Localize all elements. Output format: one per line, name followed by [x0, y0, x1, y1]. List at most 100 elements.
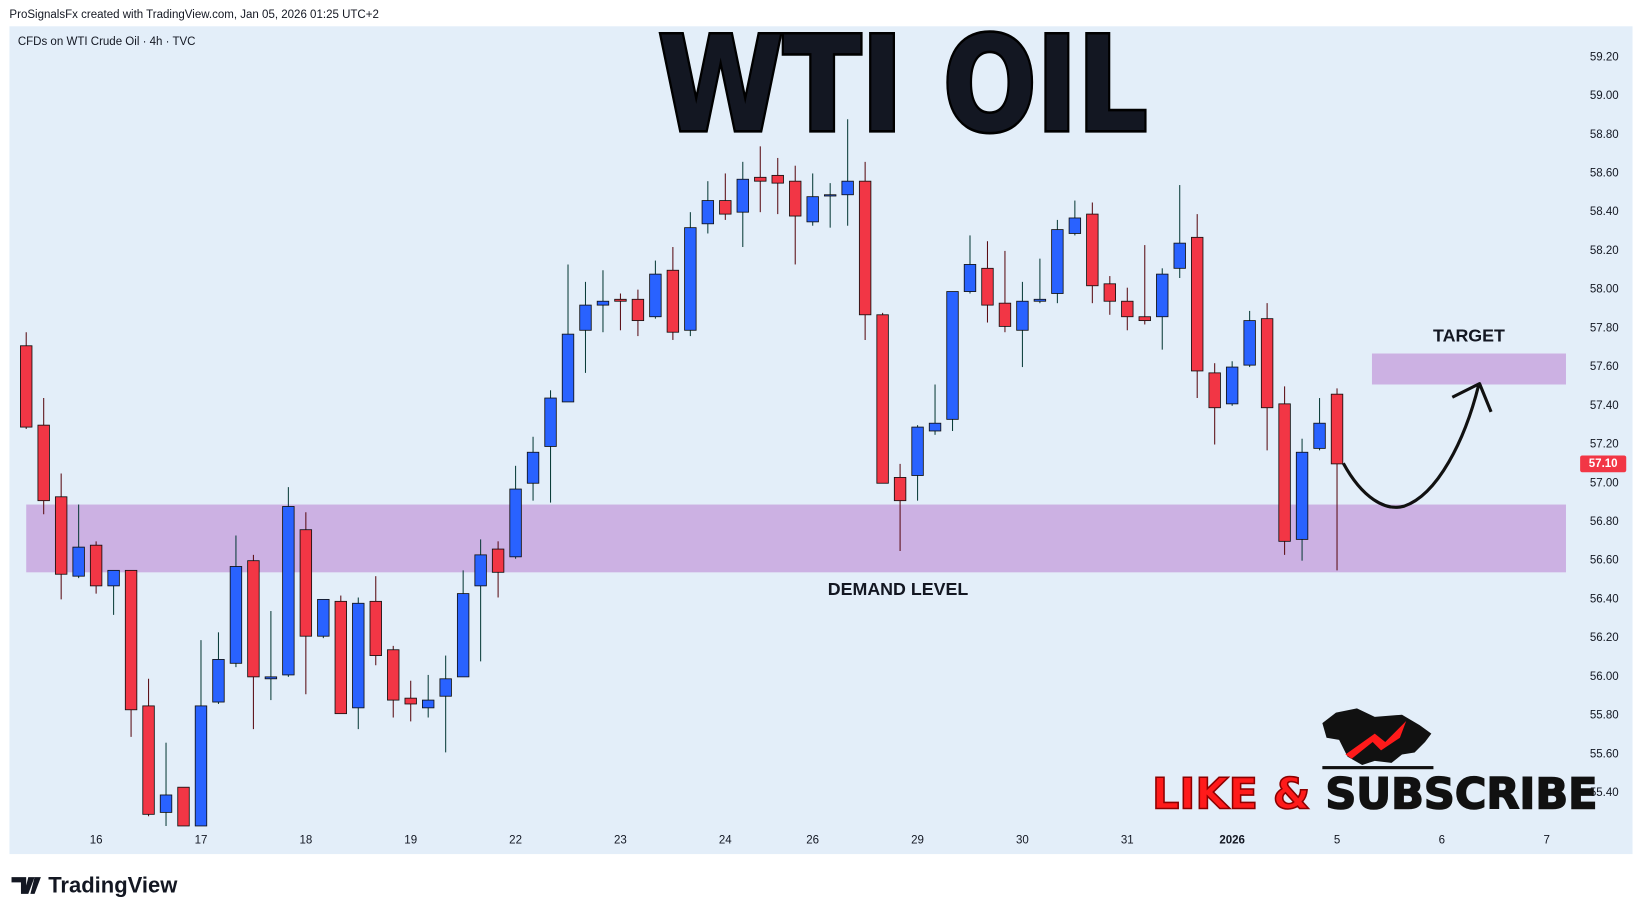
candle-body — [474, 554, 487, 587]
candle-body — [998, 302, 1012, 327]
candle-body — [1016, 300, 1029, 331]
candle-body — [334, 600, 347, 715]
x-tick-label: 19 — [404, 835, 417, 847]
attribution: ProSignalsFx created with TradingView.co… — [9, 9, 378, 21]
arrow-head — [1451, 382, 1493, 413]
candle-body — [893, 477, 907, 502]
cta-subscribe: SUBSCRIBE — [1325, 769, 1597, 819]
candle-body — [614, 298, 627, 302]
bull-logo — [1322, 708, 1434, 770]
y-tick-label: 59.00 — [1590, 90, 1619, 102]
candle-body — [89, 544, 103, 587]
candle-body — [1138, 316, 1151, 322]
candle-body — [1173, 242, 1186, 269]
candle-body — [806, 196, 819, 223]
x-tick-label: 6 — [1439, 835, 1445, 847]
candle-body — [1121, 300, 1134, 318]
candle-body — [404, 697, 417, 705]
candle-body — [911, 426, 924, 476]
candle-body — [754, 176, 767, 182]
candle-body — [684, 227, 697, 331]
candle-body — [876, 314, 889, 484]
cta-like: LIKE & — [1152, 769, 1310, 819]
candle-body — [509, 488, 522, 558]
x-tick-label: 2026 — [1219, 835, 1245, 847]
candle-body — [1260, 318, 1274, 409]
candle-body — [701, 200, 715, 225]
x-tick-label: 26 — [806, 835, 819, 847]
candle-body — [229, 566, 243, 664]
symbol: CFDs on WTI Crude Oil · 4h · TVC — [18, 36, 196, 48]
candle-body — [1225, 366, 1239, 405]
axes: 55.40 55.60 55.80 56.00 56.20 56.40 56.60 56.80… — [90, 51, 1627, 847]
candle-body — [771, 174, 784, 184]
candle-body — [1243, 320, 1256, 366]
candle-body — [1208, 372, 1221, 409]
chart-title: OIL — [943, 8, 1147, 161]
x-tick-label: 31 — [1121, 835, 1134, 847]
y-tick-label: 57.60 — [1590, 361, 1619, 373]
candle-body — [369, 600, 382, 656]
x-tick-label: 29 — [911, 835, 924, 847]
candle-body — [247, 560, 260, 678]
x-tick-label: 16 — [90, 835, 103, 847]
y-tick-label: 59.20 — [1590, 51, 1619, 63]
zone-label: TARGET — [1433, 325, 1505, 345]
candle-body — [37, 424, 50, 502]
candle-body — [1278, 403, 1291, 542]
candle-body — [194, 705, 208, 827]
x-tick-label: 24 — [719, 835, 732, 847]
call-to-action: LIKE & SUBSCRIBE — [1152, 769, 1598, 819]
x-tick-label: 17 — [195, 835, 208, 847]
candle-body — [142, 705, 155, 815]
candle-body — [282, 506, 295, 676]
candle-body — [544, 397, 557, 447]
bull-swoosh — [1345, 721, 1407, 759]
candle-body — [107, 569, 120, 587]
candle-body — [928, 422, 942, 432]
candle-body — [1313, 422, 1326, 449]
footer-logo: TradingView — [11, 872, 178, 897]
zone — [1371, 353, 1566, 385]
candle-body — [649, 273, 662, 318]
x-tick-label: 22 — [509, 835, 522, 847]
bull-base — [1322, 766, 1434, 770]
candle-body — [264, 676, 278, 680]
candle-body — [1330, 393, 1344, 465]
y-tick-label: 56.40 — [1590, 593, 1619, 605]
candle-body — [72, 546, 85, 577]
candle-body — [54, 496, 68, 575]
candle-body — [789, 180, 802, 217]
candle-body — [491, 548, 505, 573]
candle-body — [317, 598, 330, 637]
candle-body — [439, 678, 452, 697]
y-tick-label: 58.00 — [1590, 284, 1619, 296]
y-tick-label: 58.60 — [1590, 167, 1619, 179]
candle-body — [212, 659, 225, 703]
candle-body — [299, 529, 313, 637]
x-tick-label: 18 — [299, 835, 312, 847]
y-tick-label: 55.40 — [1590, 787, 1619, 799]
candle-body — [1086, 213, 1099, 287]
candle-body — [1156, 273, 1169, 318]
candle-body — [561, 333, 575, 403]
candle-body — [858, 180, 872, 316]
tv-icon — [11, 877, 41, 894]
y-tick-label: 55.80 — [1590, 710, 1619, 722]
candle-body — [352, 602, 365, 709]
x-tick-label: 30 — [1016, 835, 1029, 847]
candle-body — [666, 269, 680, 333]
y-tick-label: 56.60 — [1590, 555, 1619, 567]
y-tick-label: 56.80 — [1590, 516, 1619, 528]
candle-body — [124, 569, 138, 711]
candle-body — [1103, 283, 1116, 302]
y-tick-label: 55.60 — [1590, 748, 1619, 760]
y-tick-label: 57.40 — [1590, 400, 1619, 412]
candle-body — [387, 649, 400, 701]
candle-body — [719, 200, 732, 215]
candle-body — [946, 291, 959, 420]
candle-body — [1068, 217, 1082, 234]
candle-body — [159, 794, 173, 813]
